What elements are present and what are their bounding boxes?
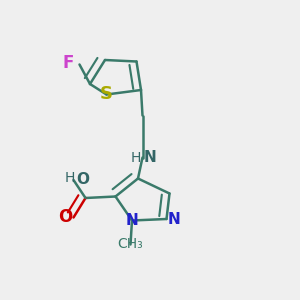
- Text: H: H: [64, 172, 75, 185]
- Text: N: N: [168, 212, 181, 226]
- Text: F: F: [62, 54, 74, 72]
- Text: O: O: [58, 208, 72, 226]
- Text: O: O: [76, 172, 89, 188]
- Text: CH₃: CH₃: [118, 238, 143, 251]
- Text: S: S: [100, 85, 113, 103]
- Text: N: N: [126, 213, 138, 228]
- Text: N: N: [144, 150, 157, 165]
- Text: H: H: [130, 151, 141, 164]
